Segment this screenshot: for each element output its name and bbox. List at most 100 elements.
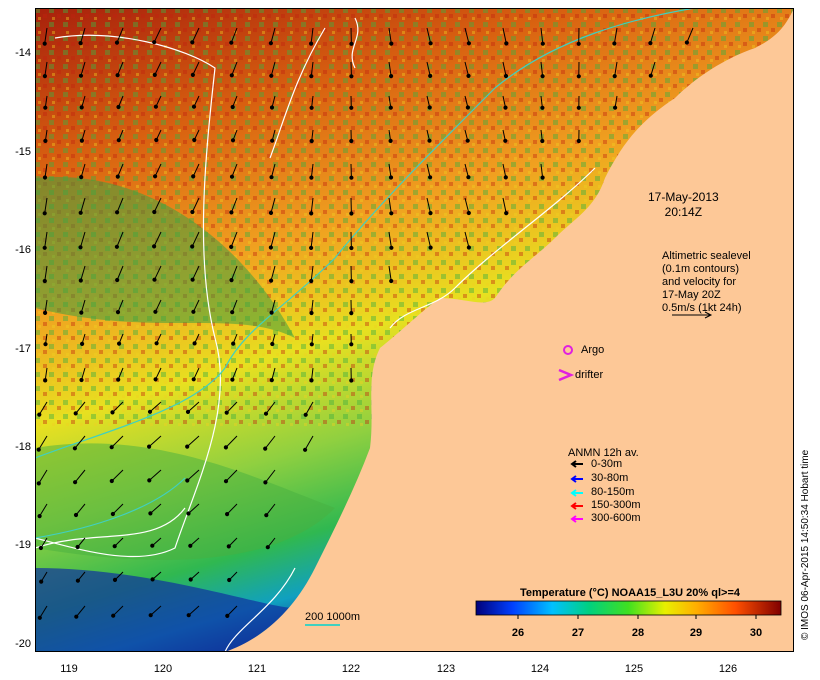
velocity-arrow [80, 27, 86, 44]
altimetry-line: 17-May 20Z [662, 289, 721, 301]
velocity-arrow-head [309, 105, 314, 110]
velocity-arrow [502, 197, 507, 214]
velocity-arrow [310, 61, 314, 77]
velocity-arrow [192, 299, 200, 313]
velocity-arrow-head [389, 211, 394, 216]
sst-map[interactable] [35, 8, 794, 652]
velocity-arrow [148, 435, 162, 447]
velocity-arrow [44, 163, 48, 178]
velocity-arrow [310, 265, 314, 282]
velocity-arrow-head [73, 512, 79, 518]
velocity-arrow [80, 231, 86, 248]
velocity-arrow-head [79, 377, 84, 383]
lon-label: 122 [341, 663, 361, 675]
velocity-arrow-head [185, 409, 191, 414]
velocity-arrow-head [38, 545, 44, 551]
velocity-arrow-head [309, 41, 314, 46]
colorbar-title: Temperature (°C) NOAA15_L3U 20% ql>=4 [520, 587, 740, 599]
velocity-arrow-head [116, 104, 121, 110]
velocity-arrow [80, 61, 86, 76]
drifter-icon[interactable] [558, 368, 575, 382]
velocity-arrow-head [648, 73, 653, 78]
velocity-arrow-head [109, 445, 114, 450]
velocity-arrow-head [190, 72, 195, 78]
lat-label: -15 [15, 146, 31, 158]
velocity-arrow [613, 27, 618, 44]
velocity-arrow-head [115, 174, 120, 179]
velocity-arrow-head [152, 209, 157, 215]
velocity-arrow-head [191, 174, 196, 179]
velocity-arrow-head [111, 613, 116, 618]
velocity-arrow [75, 401, 86, 414]
velocity-arrow-head [465, 138, 470, 143]
velocity-arrow-head [389, 278, 394, 284]
velocity-arrow-head [147, 444, 152, 449]
lat-label: -19 [15, 539, 31, 551]
velocity-arrow-head [74, 614, 79, 619]
velocity-arrow-head [309, 175, 314, 180]
velocity-arrow-head [115, 310, 121, 315]
bathymetry-label: 200 1000m [305, 611, 361, 623]
velocity-arrow-head [428, 73, 433, 79]
velocity-arrow [231, 61, 238, 76]
velocity-arrow [464, 197, 470, 214]
velocity-arrow-head [349, 211, 354, 216]
velocity-arrow [149, 401, 162, 413]
velocity-arrow-head [154, 341, 159, 346]
velocity-arrow [388, 27, 392, 44]
velocity-arrow-head [540, 138, 545, 144]
velocity-arrow [304, 435, 314, 451]
velocity-arrow [192, 61, 200, 76]
velocity-arrow-head [263, 446, 268, 451]
velocity-arrow-head [73, 411, 78, 416]
velocity-arrow-head [190, 209, 195, 215]
velocity-arrow-head [229, 244, 234, 249]
altimetry-line: (0.1m contours) [662, 263, 740, 275]
velocity-arrow [192, 265, 200, 280]
velocity-arrow-head [309, 74, 314, 79]
velocity-arrow [226, 401, 238, 413]
velocity-arrow-head [389, 41, 394, 46]
timestamp-date: 17-May-2013 [648, 190, 719, 204]
velocity-arrow-head [75, 544, 80, 550]
velocity-arrow [80, 299, 86, 313]
velocity-arrow-head [427, 105, 432, 110]
velocity-arrow [75, 503, 86, 516]
argo-icon[interactable] [563, 345, 573, 355]
land-mainland [225, 8, 794, 652]
velocity-arrow [311, 299, 314, 314]
velocity-arrow-head [37, 615, 42, 620]
velocity-arrow-head [576, 74, 581, 79]
velocity-arrow-head [148, 511, 153, 516]
velocity-arrow [80, 163, 86, 178]
velocity-arrow [464, 231, 470, 248]
colorbar-tick-label: 29 [689, 627, 703, 639]
velocity-arrow [270, 61, 276, 76]
colorbar-tick-label: 28 [631, 627, 645, 639]
anmn-legend-item: 80-150m [591, 486, 635, 498]
velocity-arrow-head [268, 210, 274, 215]
velocity-arrow-head [388, 175, 394, 180]
lon-label: 124 [530, 663, 550, 675]
cool-band [35, 443, 335, 560]
velocity-arrow-head [150, 543, 155, 548]
anmn-legend-item: 150-300m [591, 499, 641, 511]
velocity-arrow-head [185, 478, 190, 483]
velocity-arrow [188, 503, 200, 514]
velocity-arrow [44, 231, 48, 248]
velocity-arrow-head [79, 310, 84, 315]
velocity-arrow-head [309, 211, 314, 216]
velocity-arrow-head [226, 544, 231, 549]
velocity-arrow [80, 265, 86, 281]
velocity-arrow [310, 27, 314, 44]
velocity-arrow [154, 265, 162, 280]
velocity-arrow [265, 469, 276, 483]
velocity-arrow-head [79, 175, 84, 180]
velocity-arrow-head [349, 74, 354, 79]
velocity-arrow-head [188, 577, 193, 582]
velocity-arrow [186, 435, 200, 447]
velocity-arrows [36, 27, 694, 620]
velocity-arrow-head [78, 73, 84, 78]
lat-label: -14 [15, 47, 31, 59]
velocity-arrow [388, 265, 392, 282]
